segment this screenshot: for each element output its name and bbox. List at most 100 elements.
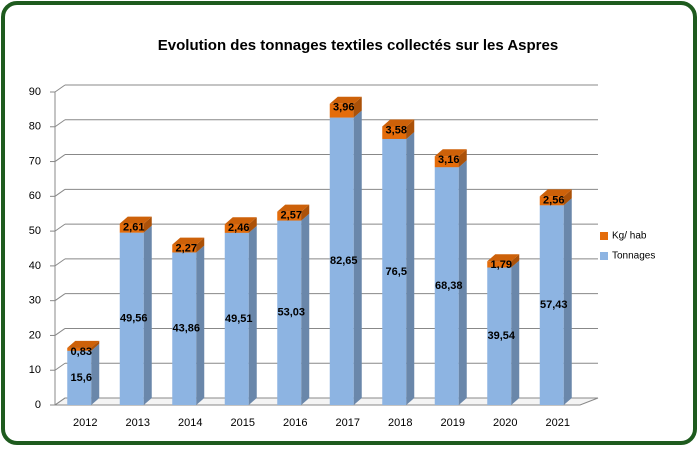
bar-side	[143, 225, 152, 405]
x-tick-label: 2018	[388, 417, 412, 429]
value-label: 1,79	[491, 259, 512, 271]
y-tick-label: 30	[29, 295, 41, 307]
grid-line-wall	[54, 397, 66, 406]
value-label: 49,51	[225, 313, 253, 325]
value-label: 2,27	[176, 242, 197, 254]
x-tick-label: 2014	[178, 417, 202, 429]
bar	[539, 205, 564, 405]
value-label: 3,58	[386, 124, 407, 136]
value-label: 15,6	[71, 372, 92, 384]
bar-side	[91, 343, 100, 405]
bar-side	[301, 213, 310, 405]
bar-top	[172, 237, 205, 245]
y-tick-label: 60	[29, 190, 41, 202]
value-label: 2,61	[123, 221, 144, 233]
bar-top	[539, 189, 572, 197]
grid-line-wall	[54, 328, 66, 336]
bar-side	[458, 149, 467, 168]
grid-line-wall	[54, 188, 66, 197]
bar	[224, 224, 249, 233]
value-label: 39,54	[487, 330, 515, 342]
value-label: 43,86	[172, 323, 200, 335]
x-tick-label: 2020	[493, 417, 517, 429]
bar-side	[563, 198, 572, 405]
grid-line-wall	[54, 362, 66, 371]
bar	[67, 347, 92, 351]
bar	[329, 117, 354, 405]
y-tick-label: 80	[29, 121, 41, 133]
x-tick-label: 2021	[546, 417, 570, 429]
y-tick-label: 0	[35, 399, 41, 411]
bar-side	[563, 189, 572, 206]
value-label: 2,56	[543, 194, 564, 206]
bar-side	[353, 96, 362, 118]
bar-side	[143, 216, 152, 233]
grid-line-wall	[54, 258, 66, 267]
bar	[119, 223, 144, 233]
y-tick-label: 50	[29, 225, 41, 237]
legend-swatch	[600, 232, 608, 240]
value-label: 53,03	[277, 307, 305, 319]
bar	[67, 350, 92, 405]
bar	[224, 232, 249, 405]
bar-top	[329, 96, 362, 104]
value-label: 3,96	[333, 102, 354, 114]
bar	[382, 138, 407, 405]
x-tick-label: 2017	[336, 417, 360, 429]
bar	[277, 211, 302, 221]
bar-side	[196, 245, 205, 405]
bar	[277, 220, 302, 405]
bar-side	[91, 340, 100, 351]
bar	[434, 156, 459, 168]
bar	[119, 232, 144, 405]
value-label: 2,46	[228, 222, 249, 234]
y-tick-label: 90	[29, 86, 41, 98]
bar	[382, 126, 407, 139]
y-tick-label: 10	[29, 364, 41, 376]
bar-side	[406, 131, 415, 405]
bar-top	[382, 119, 415, 127]
value-label: 2,57	[281, 210, 302, 222]
value-label: 0,83	[71, 346, 92, 358]
chart-title: Evolution des tonnages textiles collecté…	[158, 37, 558, 54]
bar-side	[248, 225, 257, 405]
y-tick-label: 40	[29, 260, 41, 272]
grid-line-wall	[54, 223, 66, 232]
x-tick-label: 2012	[73, 417, 97, 429]
bar-side	[301, 204, 310, 221]
bar	[172, 252, 197, 405]
bar-side	[511, 260, 520, 405]
value-label: 57,43	[540, 299, 568, 311]
value-label: 68,38	[435, 280, 463, 292]
grid-line-wall	[54, 154, 66, 162]
x-tick-label: 2019	[441, 417, 465, 429]
grid-line-wall	[54, 84, 66, 93]
bar-side	[458, 160, 467, 405]
value-label: 49,56	[120, 313, 148, 325]
bar-side	[406, 119, 415, 139]
grid-line-wall	[54, 119, 66, 128]
bar-side	[353, 110, 362, 405]
value-label: 76,5	[386, 266, 407, 278]
grid-line-wall	[54, 293, 66, 302]
bar-side	[248, 217, 257, 233]
bar	[487, 261, 512, 268]
bar	[172, 244, 197, 253]
bar	[329, 103, 354, 118]
bar-top	[67, 340, 100, 348]
x-tick-label: 2013	[126, 417, 150, 429]
bar-side	[196, 237, 205, 253]
y-tick-label: 20	[29, 329, 41, 341]
bar	[487, 267, 512, 405]
bar-top	[119, 216, 152, 224]
bar-side	[511, 254, 520, 268]
x-tick-label: 2016	[283, 417, 307, 429]
legend-swatch	[600, 252, 608, 260]
legend-label: Tonnages	[612, 251, 655, 262]
bar	[539, 196, 564, 206]
value-label: 82,65	[330, 255, 358, 267]
bar-top	[224, 217, 257, 225]
legend-label: Kg/ hab	[612, 231, 647, 242]
bar-top	[277, 204, 310, 212]
